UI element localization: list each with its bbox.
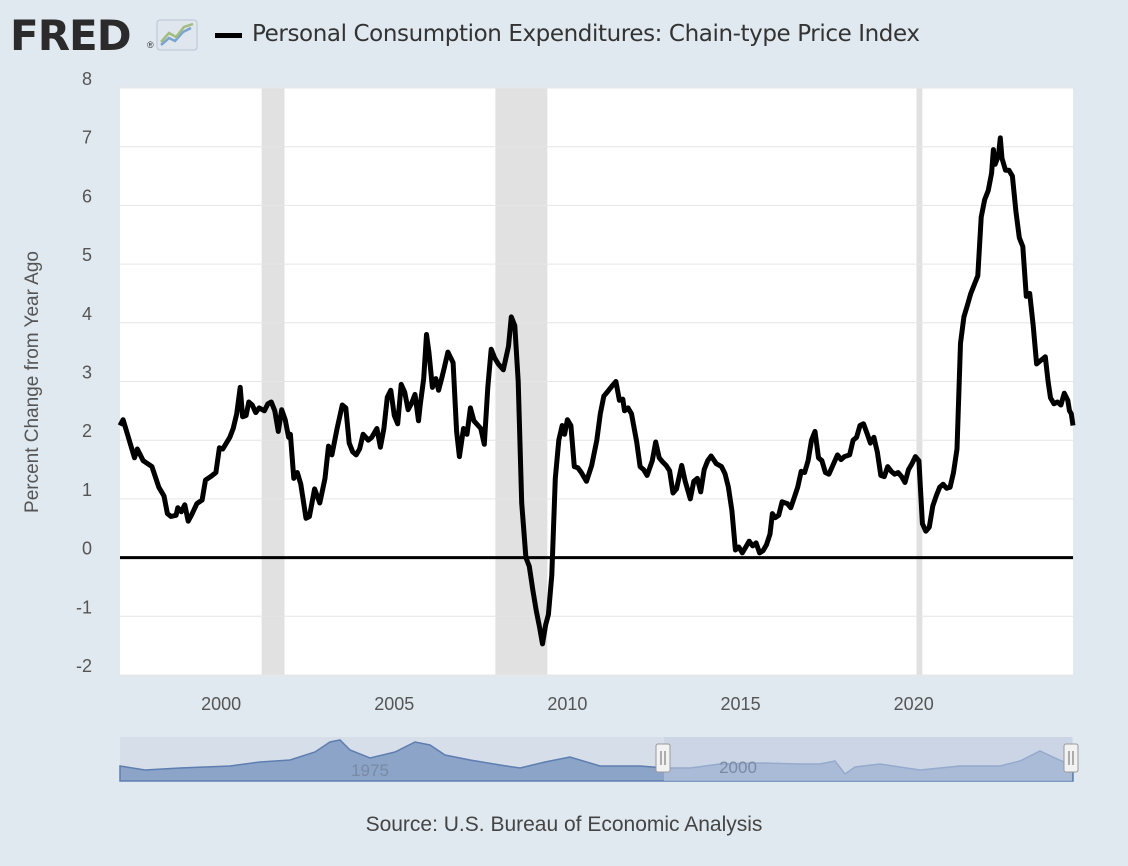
y-tick-label: 1: [82, 480, 92, 500]
y-tick-label: -2: [76, 656, 92, 676]
fred-logo[interactable]: FRED: [10, 11, 132, 60]
y-tick-label: 5: [82, 245, 92, 265]
legend-line-swatch: [215, 33, 242, 38]
y-tick-label: 3: [82, 363, 92, 383]
chart-header: FRED ® Personal Consumption Expenditures…: [0, 0, 1128, 72]
x-tick-label: 2015: [721, 694, 761, 714]
y-tick-label: 4: [82, 304, 92, 324]
y-tick-label: 7: [82, 128, 92, 148]
navigator-tick-1975: 1975: [351, 761, 389, 780]
navigator-selection[interactable]: [664, 737, 1072, 781]
x-tick-label: 2005: [374, 694, 414, 714]
registered-mark: ®: [147, 40, 154, 50]
navigator-tick-2000: 2000: [719, 758, 757, 777]
legend-series-label: Personal Consumption Expenditures: Chain…: [252, 21, 920, 47]
x-axis-ticks: 2000 2005 2010 2015 2020: [201, 694, 934, 714]
y-tick-label: 6: [82, 186, 92, 206]
navigator-left-handle[interactable]: [655, 743, 671, 773]
navigator-right-handle[interactable]: [1063, 743, 1079, 773]
y-axis-ticks: 8 7 6 5 4 3 2 1 0 -1 -2: [76, 69, 92, 676]
y-tick-label: 0: [82, 539, 92, 559]
source-note: Source: U.S. Bureau of Economic Analysis: [365, 813, 763, 836]
y-tick-label: 2: [82, 421, 92, 441]
range-navigator[interactable]: 1975 2000: [119, 737, 1079, 782]
fred-graph-icon: [156, 19, 198, 51]
x-tick-label: 2000: [201, 694, 241, 714]
y-tick-label: 8: [82, 69, 92, 89]
x-tick-label: 2020: [894, 694, 934, 714]
x-tick-label: 2010: [547, 694, 587, 714]
y-tick-label: -1: [76, 597, 92, 617]
main-chart: 8 7 6 5 4 3 2 1 0 -1 -2 2000 2005 2010 2015 2020 1975 …: [76, 69, 1079, 782]
series-line[interactable]: [117, 135, 1076, 647]
